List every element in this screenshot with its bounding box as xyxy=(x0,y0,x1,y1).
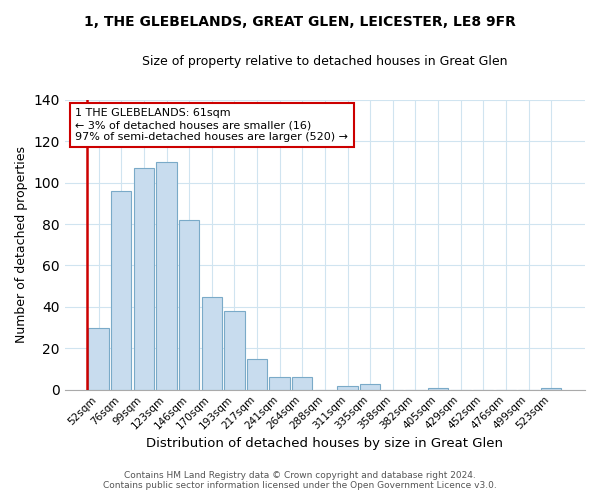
Bar xyxy=(541,388,562,390)
Bar xyxy=(292,378,313,390)
Bar xyxy=(337,386,358,390)
Bar xyxy=(360,384,380,390)
Bar xyxy=(179,220,199,390)
X-axis label: Distribution of detached houses by size in Great Glen: Distribution of detached houses by size … xyxy=(146,437,503,450)
Title: Size of property relative to detached houses in Great Glen: Size of property relative to detached ho… xyxy=(142,55,508,68)
Text: 1, THE GLEBELANDS, GREAT GLEN, LEICESTER, LE8 9FR: 1, THE GLEBELANDS, GREAT GLEN, LEICESTER… xyxy=(84,15,516,29)
Bar xyxy=(428,388,448,390)
Bar xyxy=(247,358,267,390)
Text: 1 THE GLEBELANDS: 61sqm
← 3% of detached houses are smaller (16)
97% of semi-det: 1 THE GLEBELANDS: 61sqm ← 3% of detached… xyxy=(75,108,348,142)
Bar xyxy=(111,191,131,390)
Text: Contains HM Land Registry data © Crown copyright and database right 2024.
Contai: Contains HM Land Registry data © Crown c… xyxy=(103,470,497,490)
Bar xyxy=(157,162,176,390)
Bar xyxy=(202,296,222,390)
Y-axis label: Number of detached properties: Number of detached properties xyxy=(15,146,28,343)
Bar xyxy=(224,311,245,390)
Bar xyxy=(88,328,109,390)
Bar xyxy=(269,378,290,390)
Bar xyxy=(134,168,154,390)
